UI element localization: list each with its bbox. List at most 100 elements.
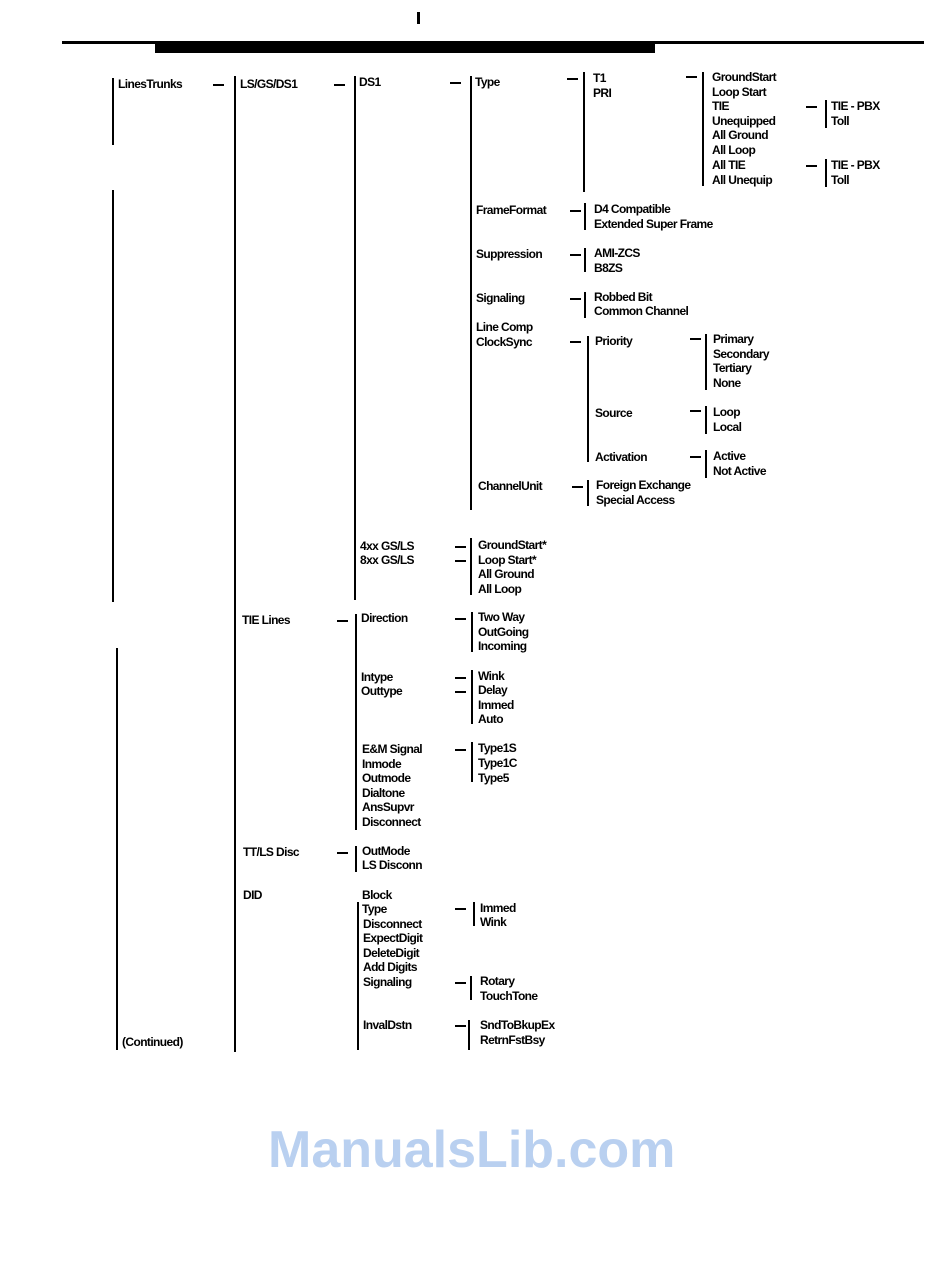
header-mark	[417, 12, 420, 24]
connector	[686, 76, 697, 78]
connector	[705, 406, 707, 434]
em-signal-item: Type1S	[478, 741, 517, 755]
gsls-item: All Ground	[478, 567, 535, 581]
t1-item: GroundStart	[712, 70, 777, 84]
did-type-item: Immed	[480, 901, 516, 915]
suppression-item: B8ZS	[594, 261, 623, 275]
connector	[570, 254, 581, 256]
connector	[357, 902, 359, 1050]
connector	[334, 84, 345, 86]
node-tie-lines: TIE Lines	[242, 613, 291, 627]
suppression-item: AMI-ZCS	[594, 246, 640, 260]
priority-item: Tertiary	[713, 361, 752, 375]
channel-unit-item: Special Access	[596, 493, 675, 507]
node-type: Type	[475, 75, 500, 89]
connector	[471, 742, 473, 782]
connector	[470, 976, 472, 1000]
did-item: Add Digits	[363, 960, 418, 974]
invaldstn-item: RetrnFstBsy	[480, 1033, 545, 1047]
signaling-item: Robbed Bit	[594, 290, 653, 304]
direction-item: OutGoing	[478, 625, 529, 639]
connector	[587, 336, 589, 462]
connector	[584, 248, 586, 272]
did-type-item: Wink	[480, 915, 507, 929]
frame-item: D4 Compatible	[594, 202, 671, 216]
tie-lines-item: AnsSupvr	[362, 800, 414, 814]
connector	[470, 538, 472, 595]
connector	[234, 76, 236, 1052]
tie-lines-item: Outmode	[362, 771, 411, 785]
header-bar	[155, 43, 655, 53]
t1-item: All Ground	[712, 128, 769, 142]
intype-item: Immed	[478, 698, 514, 712]
continued-label: (Continued)	[122, 1035, 183, 1049]
node-8xx: 8xx GS/LS	[360, 553, 415, 567]
connector	[455, 749, 466, 751]
signaling-item: Common Channel	[594, 304, 689, 318]
node-frameformat: FrameFormat	[476, 203, 547, 217]
tie-sub-item: Toll	[831, 173, 850, 187]
tie-lines-item: Disconnect	[362, 815, 421, 829]
gsls-item: GroundStart*	[478, 538, 547, 552]
connector	[455, 618, 466, 620]
tie-lines-item: Intype	[361, 670, 393, 684]
did-signaling-item: TouchTone	[480, 989, 538, 1003]
connector	[116, 648, 118, 1050]
t1-item: All Loop	[712, 143, 756, 157]
node-pri: PRI	[593, 86, 612, 100]
clocksync-item: Activation	[595, 450, 648, 464]
connector	[355, 846, 357, 872]
source-item: Local	[713, 420, 742, 434]
tie-lines-item: Inmode	[362, 757, 402, 771]
connector	[690, 338, 701, 340]
did-item: Block	[362, 888, 392, 902]
node-t1: T1	[593, 71, 606, 85]
connector	[455, 677, 466, 679]
did-item: InvalDstn	[363, 1018, 412, 1032]
connector	[583, 72, 585, 192]
invaldstn-item: SndToBkupEx	[480, 1018, 555, 1032]
channel-unit-item: Foreign Exchange	[596, 478, 691, 492]
connector	[572, 486, 583, 488]
activation-item: Not Active	[713, 464, 767, 478]
direction-item: Incoming	[478, 639, 527, 653]
connector	[473, 902, 475, 926]
connector	[806, 165, 817, 167]
t1-item: Loop Start	[712, 85, 767, 99]
frame-item: Extended Super Frame	[594, 217, 713, 231]
t1-item: All Unequip	[712, 173, 773, 187]
gsls-item: Loop Start*	[478, 553, 537, 567]
direction-item: Two Way	[478, 610, 525, 624]
priority-item: Secondary	[713, 347, 770, 361]
source-item: Loop	[713, 405, 741, 419]
connector	[455, 560, 466, 562]
did-item: Type	[362, 902, 387, 916]
did-item: Disconnect	[363, 917, 422, 931]
connector	[584, 292, 586, 318]
connector	[112, 190, 114, 602]
connector	[570, 341, 581, 343]
did-item: Signaling	[363, 975, 412, 989]
tie-lines-item: E&M Signal	[362, 742, 423, 756]
t1-item: TIE	[712, 99, 729, 113]
em-signal-item: Type1C	[478, 756, 517, 770]
connector	[355, 614, 357, 830]
connector	[112, 78, 114, 145]
connector	[470, 76, 472, 510]
connector	[455, 908, 466, 910]
connector	[354, 76, 356, 600]
connector	[705, 450, 707, 478]
clocksync-item: Priority	[595, 334, 633, 348]
connector	[705, 334, 707, 390]
node-did: DID	[243, 888, 262, 902]
ttls-item: OutMode	[362, 844, 410, 858]
tie-lines-item: Dialtone	[362, 786, 405, 800]
did-item: DeleteDigit	[363, 946, 420, 960]
connector	[450, 82, 461, 84]
tie-lines-item: Outtype	[361, 684, 403, 698]
connector	[702, 72, 704, 186]
header-rule	[62, 41, 924, 44]
node-ls-gs-ds1: LS/GS/DS1	[240, 77, 298, 91]
node-suppression: Suppression	[476, 247, 543, 261]
priority-item: Primary	[713, 332, 754, 346]
